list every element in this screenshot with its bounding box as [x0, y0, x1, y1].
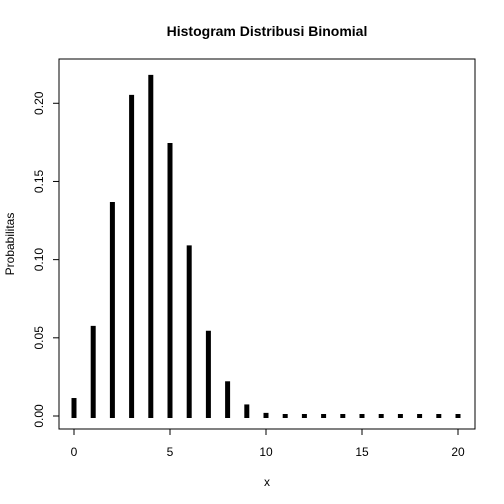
x-tick-label-20: 20: [451, 445, 465, 459]
chart-title: Histogram Distribusi Binomial: [167, 23, 368, 39]
y-tick-label-4: 0.20: [32, 91, 46, 115]
y-tick-label-1: 0.05: [32, 326, 46, 350]
x-axis: 0 5 10 15 20: [71, 429, 465, 459]
y-axis-label: Probabilitas: [3, 213, 17, 276]
x-tick-label-5: 5: [167, 445, 174, 459]
x-tick-label-10: 10: [259, 445, 273, 459]
x-axis-label: x: [264, 475, 270, 489]
plot-frame: [58, 58, 476, 430]
y-tick-label-3: 0.15: [32, 169, 46, 193]
y-axis: 0.00 0.05 0.10 0.15 0.20: [32, 91, 59, 428]
y-tick-label-0: 0.00: [32, 404, 46, 428]
bars-group: [71, 74, 461, 418]
y-tick-label-2: 0.10: [32, 248, 46, 272]
x-tick-label-0: 0: [71, 445, 78, 459]
x-tick-label-15: 15: [355, 445, 369, 459]
